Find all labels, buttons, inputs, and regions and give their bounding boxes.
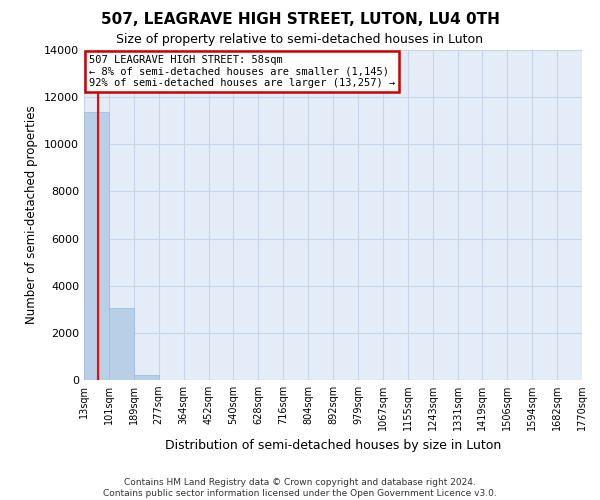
Bar	[134, 376, 159, 380]
Text: Contains HM Land Registry data © Crown copyright and database right 2024.
Contai: Contains HM Land Registry data © Crown c…	[103, 478, 497, 498]
Text: Size of property relative to semi-detached houses in Luton: Size of property relative to semi-detach…	[116, 32, 484, 46]
X-axis label: Distribution of semi-detached houses by size in Luton: Distribution of semi-detached houses by …	[165, 438, 501, 452]
Bar	[84, 112, 109, 380]
Text: 507 LEAGRAVE HIGH STREET: 58sqm
← 8% of semi-detached houses are smaller (1,145): 507 LEAGRAVE HIGH STREET: 58sqm ← 8% of …	[89, 55, 395, 88]
Y-axis label: Number of semi-detached properties: Number of semi-detached properties	[25, 106, 38, 324]
Bar	[109, 308, 134, 380]
Text: 507, LEAGRAVE HIGH STREET, LUTON, LU4 0TH: 507, LEAGRAVE HIGH STREET, LUTON, LU4 0T…	[101, 12, 499, 28]
